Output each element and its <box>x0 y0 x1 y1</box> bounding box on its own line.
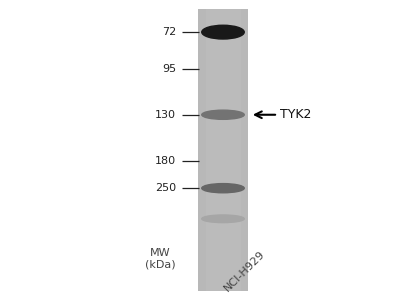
Ellipse shape <box>202 184 244 193</box>
Text: 130: 130 <box>155 110 176 120</box>
Ellipse shape <box>202 215 244 223</box>
Text: 72: 72 <box>162 27 176 37</box>
Text: MW
(kDa): MW (kDa) <box>145 248 175 269</box>
Text: 180: 180 <box>155 156 176 166</box>
Text: 95: 95 <box>162 64 176 74</box>
Text: NCI-H929: NCI-H929 <box>222 249 267 294</box>
Bar <box>206 9 240 291</box>
Bar <box>198 9 248 291</box>
Text: 250: 250 <box>155 183 176 193</box>
Ellipse shape <box>202 25 244 39</box>
Text: TYK2: TYK2 <box>280 108 311 121</box>
Ellipse shape <box>202 110 244 119</box>
